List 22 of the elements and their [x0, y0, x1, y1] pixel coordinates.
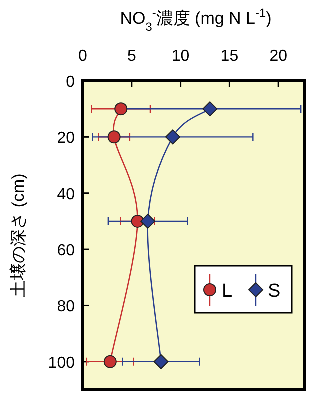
y-tick-label: 0 — [66, 74, 76, 91]
x-tick-label: 10 — [172, 48, 190, 65]
y-tick-label: 60 — [57, 242, 76, 260]
x-tick-label: 5 — [127, 48, 136, 65]
point — [104, 355, 117, 368]
x-tick-label: 20 — [270, 48, 288, 65]
point — [140, 214, 156, 229]
y-tick-label: 100 — [48, 354, 76, 372]
y-axis-title: 土壌の深さ (cm) — [9, 174, 28, 298]
y-tick-label: 40 — [57, 186, 76, 204]
point — [154, 354, 169, 370]
legend-label: L — [222, 281, 233, 302]
point — [165, 130, 180, 145]
x-tick-label: 0 — [78, 48, 88, 65]
y-tick-label: 20 — [57, 130, 76, 148]
legend-label: S — [268, 281, 281, 302]
point — [114, 102, 128, 116]
point — [108, 130, 121, 144]
x-tick-label: 15 — [220, 48, 239, 65]
y-tick-label: 80 — [57, 298, 76, 316]
point — [202, 102, 218, 117]
x-axis-title: NO$_{3}$$^{-}$濃度 (mg N L$^{-1}$) — [120, 6, 272, 34]
